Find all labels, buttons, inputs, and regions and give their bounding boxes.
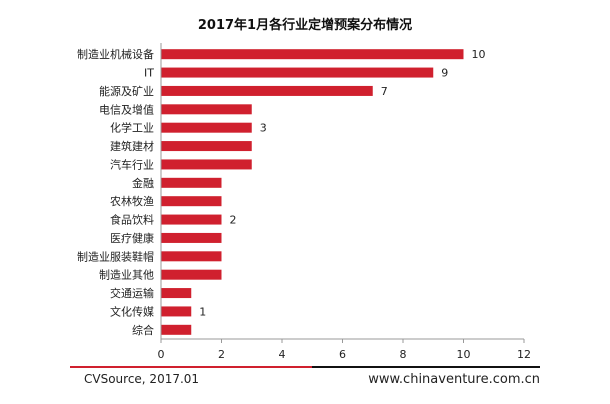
x-tick-label: 8 bbox=[400, 348, 407, 361]
x-tick-label: 12 bbox=[517, 348, 531, 361]
x-tick-label: 4 bbox=[279, 348, 286, 361]
data-label: 2 bbox=[230, 214, 237, 227]
bar bbox=[161, 67, 434, 78]
category-label: 汽车行业 bbox=[110, 157, 154, 171]
bar bbox=[161, 196, 222, 207]
category-label: 金融 bbox=[132, 176, 154, 190]
bar bbox=[161, 177, 222, 188]
category-label: 综合 bbox=[132, 323, 154, 337]
bar bbox=[161, 288, 192, 299]
bar bbox=[161, 141, 252, 152]
bar bbox=[161, 104, 252, 115]
bar bbox=[161, 49, 464, 60]
data-label: 9 bbox=[441, 67, 448, 80]
category-label: 制造业机械设备 bbox=[77, 47, 154, 61]
x-tick-label: 0 bbox=[158, 348, 165, 361]
category-label: 电信及增值 bbox=[99, 102, 154, 116]
bar bbox=[161, 269, 222, 280]
data-label: 1 bbox=[199, 305, 206, 318]
x-tick-label: 2 bbox=[218, 348, 225, 361]
data-label: 7 bbox=[381, 85, 388, 98]
category-label: 农林牧渔 bbox=[110, 194, 154, 208]
bar bbox=[161, 122, 252, 133]
category-label: 制造业服装鞋帽 bbox=[77, 249, 154, 263]
category-label: 建筑建材 bbox=[110, 139, 154, 153]
bar bbox=[161, 85, 373, 96]
bar bbox=[161, 306, 192, 317]
data-labels: 10 9 7 3 2 1 bbox=[199, 48, 485, 318]
category-labels: 制造业机械设备 IT 能源及矿业电信及增值化学工业建筑建材汽车行业金融农林牧渔食品饮… bbox=[77, 47, 154, 337]
data-label: 3 bbox=[260, 122, 267, 135]
chart-title: 2017年1月各行业定增预案分布情况 bbox=[198, 17, 412, 33]
bar bbox=[161, 214, 222, 225]
source-note: CVSource, 2017.01 bbox=[84, 372, 200, 386]
category-label: 文化传媒 bbox=[110, 304, 154, 318]
bars-group bbox=[161, 49, 464, 335]
x-tick-label: 6 bbox=[339, 348, 346, 361]
bar bbox=[161, 159, 252, 170]
bar bbox=[161, 324, 192, 335]
bar bbox=[161, 251, 222, 262]
category-label: 食品饮料 bbox=[110, 213, 154, 227]
category-label: 化学工业 bbox=[110, 121, 154, 135]
bar bbox=[161, 232, 222, 243]
x-tick-labels: 0 2 4 6 8 10 12 bbox=[158, 339, 531, 361]
category-label: 制造业其他 bbox=[99, 268, 154, 282]
data-label: 10 bbox=[472, 48, 486, 61]
x-tick-label: 10 bbox=[457, 348, 471, 361]
category-label: 交通运输 bbox=[110, 286, 154, 300]
website-link[interactable]: www.chinaventure.com.cn bbox=[368, 372, 540, 387]
category-label: IT bbox=[144, 67, 154, 80]
category-label: 能源及矿业 bbox=[99, 84, 154, 98]
category-label: 医疗健康 bbox=[110, 231, 154, 245]
